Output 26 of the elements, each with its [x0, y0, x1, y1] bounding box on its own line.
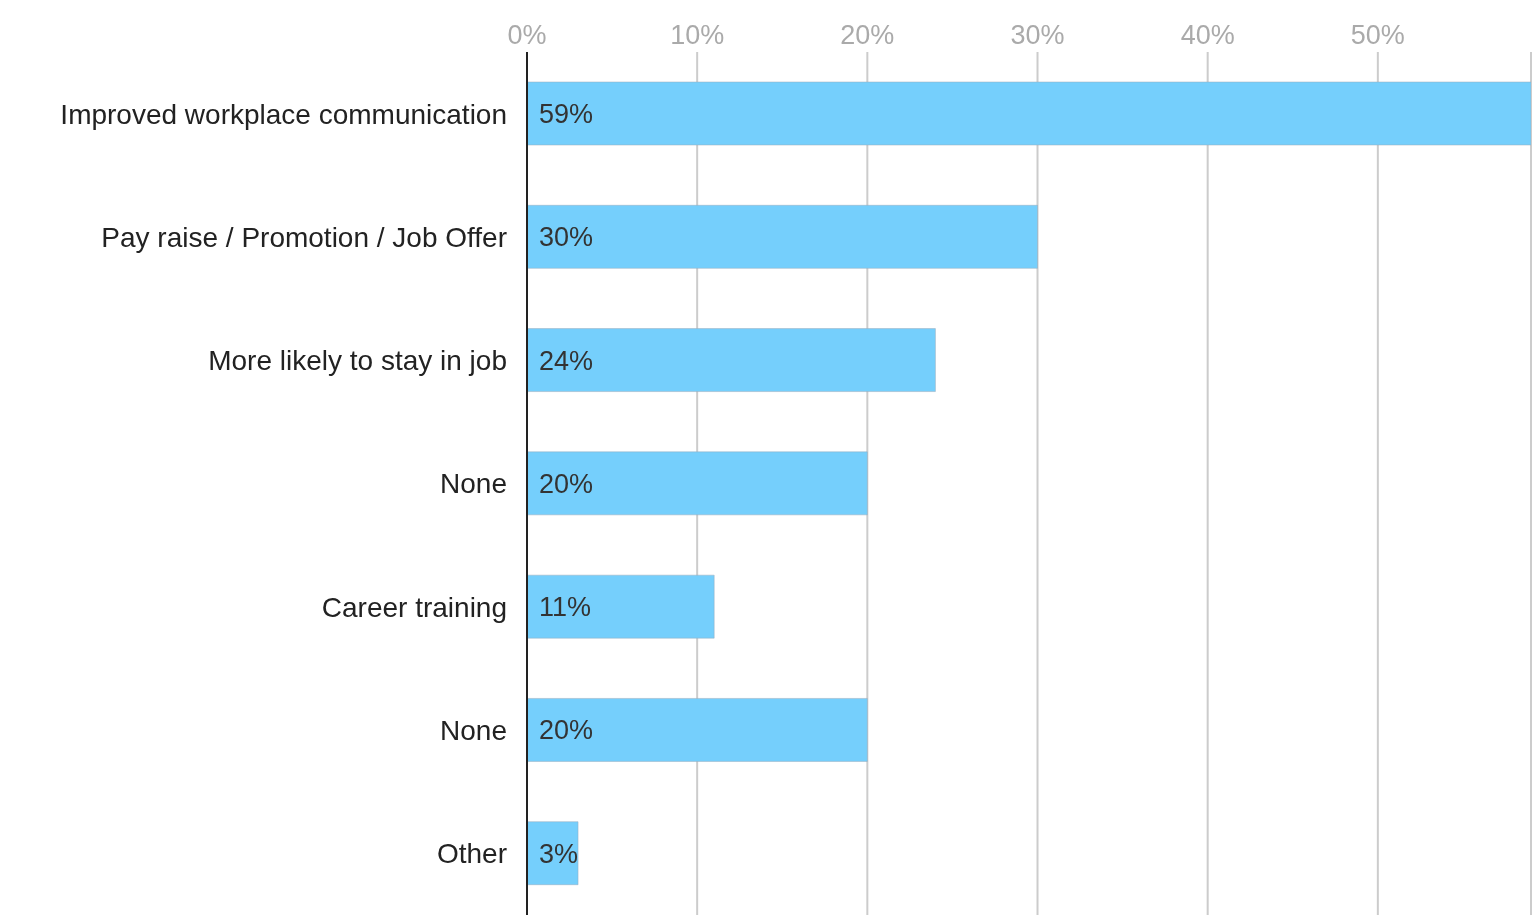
bar [527, 328, 936, 392]
x-tick-label: 50% [1350, 20, 1405, 50]
y-tick-label: More likely to stay in job [208, 345, 507, 377]
data-label: 24% [539, 345, 594, 376]
y-tick-label: Other [436, 838, 507, 870]
bar [527, 81, 1531, 146]
bar [527, 451, 868, 516]
y-tick-label: Improved workplace communication [60, 98, 507, 130]
data-label: 11% [539, 592, 592, 623]
x-tick-label: 10% [670, 20, 725, 50]
data-label: 20% [539, 715, 594, 746]
x-tick-label: 0% [507, 20, 547, 50]
data-label: 59% [539, 98, 594, 129]
data-label: 3% [539, 838, 579, 869]
y-tick-label: Pay raise / Promotion / Job Offer [101, 221, 507, 253]
y-tick-label: Career training [321, 591, 507, 623]
x-tick-label: 30% [1010, 20, 1065, 50]
data-label: 20% [539, 468, 594, 499]
x-tick-label: 20% [840, 20, 895, 50]
bar [527, 698, 868, 762]
y-tick-label: None [440, 468, 507, 500]
bar [527, 574, 715, 639]
data-label: 30% [539, 222, 594, 253]
y-tick-label: None [440, 715, 507, 747]
bar [527, 205, 1038, 269]
x-tick-label: 40% [1180, 20, 1235, 50]
